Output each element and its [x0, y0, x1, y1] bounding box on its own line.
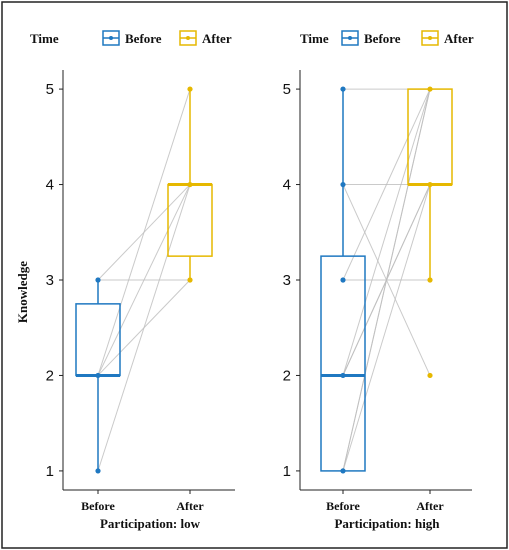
legend-left: Time Before After [30, 30, 232, 46]
y-ticks: 1 2 3 4 5 [283, 81, 300, 480]
y-axis-title: Knowledge [15, 261, 30, 323]
paired-line [97, 184, 191, 281]
data-point [340, 181, 346, 188]
data-point [187, 86, 193, 92]
legend-label-before: Before [364, 31, 401, 46]
x-tick-label: After [176, 499, 204, 513]
x-tick-label: After [416, 499, 444, 513]
paired-line [342, 88, 431, 472]
y-tick-label: 1 [283, 463, 291, 480]
legend-right: Time Before After [300, 30, 474, 46]
x-tick-label: Before [81, 499, 115, 513]
x-ticks: Before After [326, 490, 444, 513]
x-ticks: Before After [81, 490, 204, 513]
y-tick-label: 2 [283, 367, 291, 384]
y-tick-label: 3 [46, 272, 54, 289]
legend-label-before: Before [125, 31, 162, 46]
data-point [187, 181, 193, 188]
data-point [340, 372, 346, 379]
data-point [427, 372, 433, 379]
panel-participation-high: 1 2 3 4 5 Before After Participation: high [283, 70, 472, 531]
y-tick-label: 4 [283, 177, 291, 194]
legend-key-after [179, 30, 197, 46]
paired-line [342, 88, 431, 281]
points [340, 86, 433, 474]
paired-lines [97, 88, 191, 472]
y-tick-label: 1 [46, 463, 54, 480]
y-tick-label: 2 [46, 367, 54, 384]
y-tick-label: 4 [46, 177, 54, 194]
legend-label-after: After [444, 31, 474, 46]
legend-title: Time [300, 31, 329, 46]
data-point [187, 277, 193, 283]
points [95, 86, 193, 474]
data-point [427, 181, 433, 188]
legend-key-before [102, 30, 120, 46]
data-point [427, 277, 433, 283]
panel-participation-low: 1 2 3 4 5 Before After Participation: low [46, 70, 235, 531]
data-point [95, 468, 101, 474]
legend-title: Time [30, 31, 59, 46]
y-tick-label: 5 [283, 81, 291, 98]
y-tick-label: 3 [283, 272, 291, 289]
legend-label-after: After [202, 31, 232, 46]
paired-line [97, 279, 191, 376]
y-ticks: 1 2 3 4 5 [46, 81, 63, 480]
data-point [95, 277, 101, 283]
data-point [427, 86, 433, 92]
x-axis-title-low: Participation: low [100, 516, 201, 531]
data-point [340, 468, 346, 474]
data-point [340, 86, 346, 92]
x-tick-label: Before [326, 499, 360, 513]
paired-line [342, 88, 431, 376]
legend-key-before [341, 30, 359, 46]
y-tick-label: 5 [46, 81, 54, 98]
data-point [95, 372, 101, 379]
legend-key-after [421, 30, 439, 46]
data-point [340, 277, 346, 283]
paired-lines [342, 88, 431, 472]
x-axis-title-high: Participation: high [334, 516, 440, 531]
paired-line [342, 184, 431, 472]
